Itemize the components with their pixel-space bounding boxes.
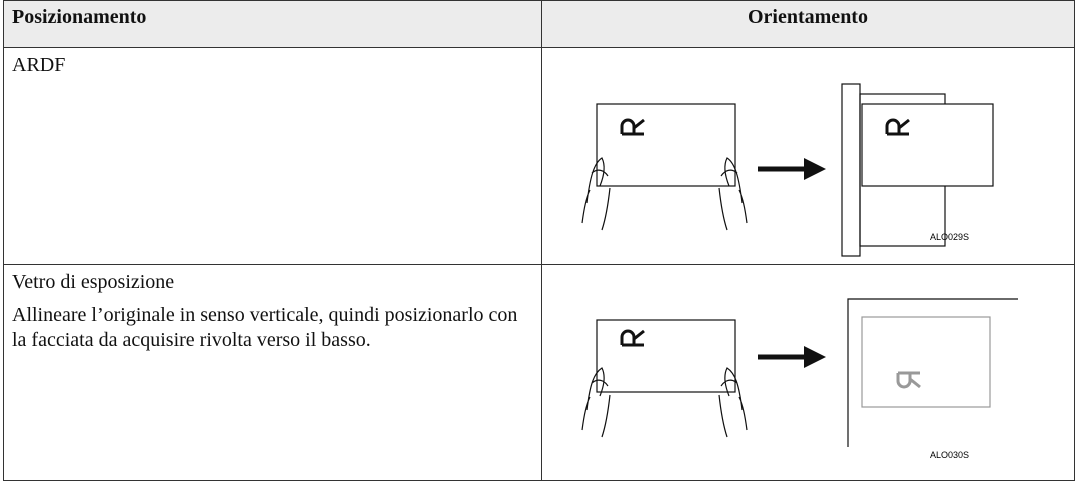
note: Allineare l’originale in senso verticale… xyxy=(12,304,518,351)
header-row: Posizionamento Orientamento xyxy=(3,0,1075,48)
position: Vetro di esposizione xyxy=(12,271,175,293)
placement-table: Posizionamento Orientamento ARDF ALO029S xyxy=(3,0,1075,481)
row: ARDF ALO029S xyxy=(3,47,1075,265)
header-cell: Orientamento xyxy=(541,0,1075,48)
illustration: ALO029S xyxy=(581,83,994,257)
position-cell: Vetro di esposizione Allineare l’origina… xyxy=(3,264,542,481)
position: ARDF xyxy=(12,54,66,76)
row: Vetro di esposizione Allineare l’origina… xyxy=(3,264,1075,481)
figure-caption: ALO029S xyxy=(930,232,969,242)
orientation-cell: ALO029S xyxy=(541,47,1075,265)
position-cell: ARDF xyxy=(3,47,542,265)
header-cell: Posizionamento xyxy=(3,0,542,48)
illustration: ALO030S xyxy=(581,298,1018,460)
orientation-cell: ALO030S xyxy=(541,264,1075,481)
figure-caption: ALO030S xyxy=(930,450,969,460)
